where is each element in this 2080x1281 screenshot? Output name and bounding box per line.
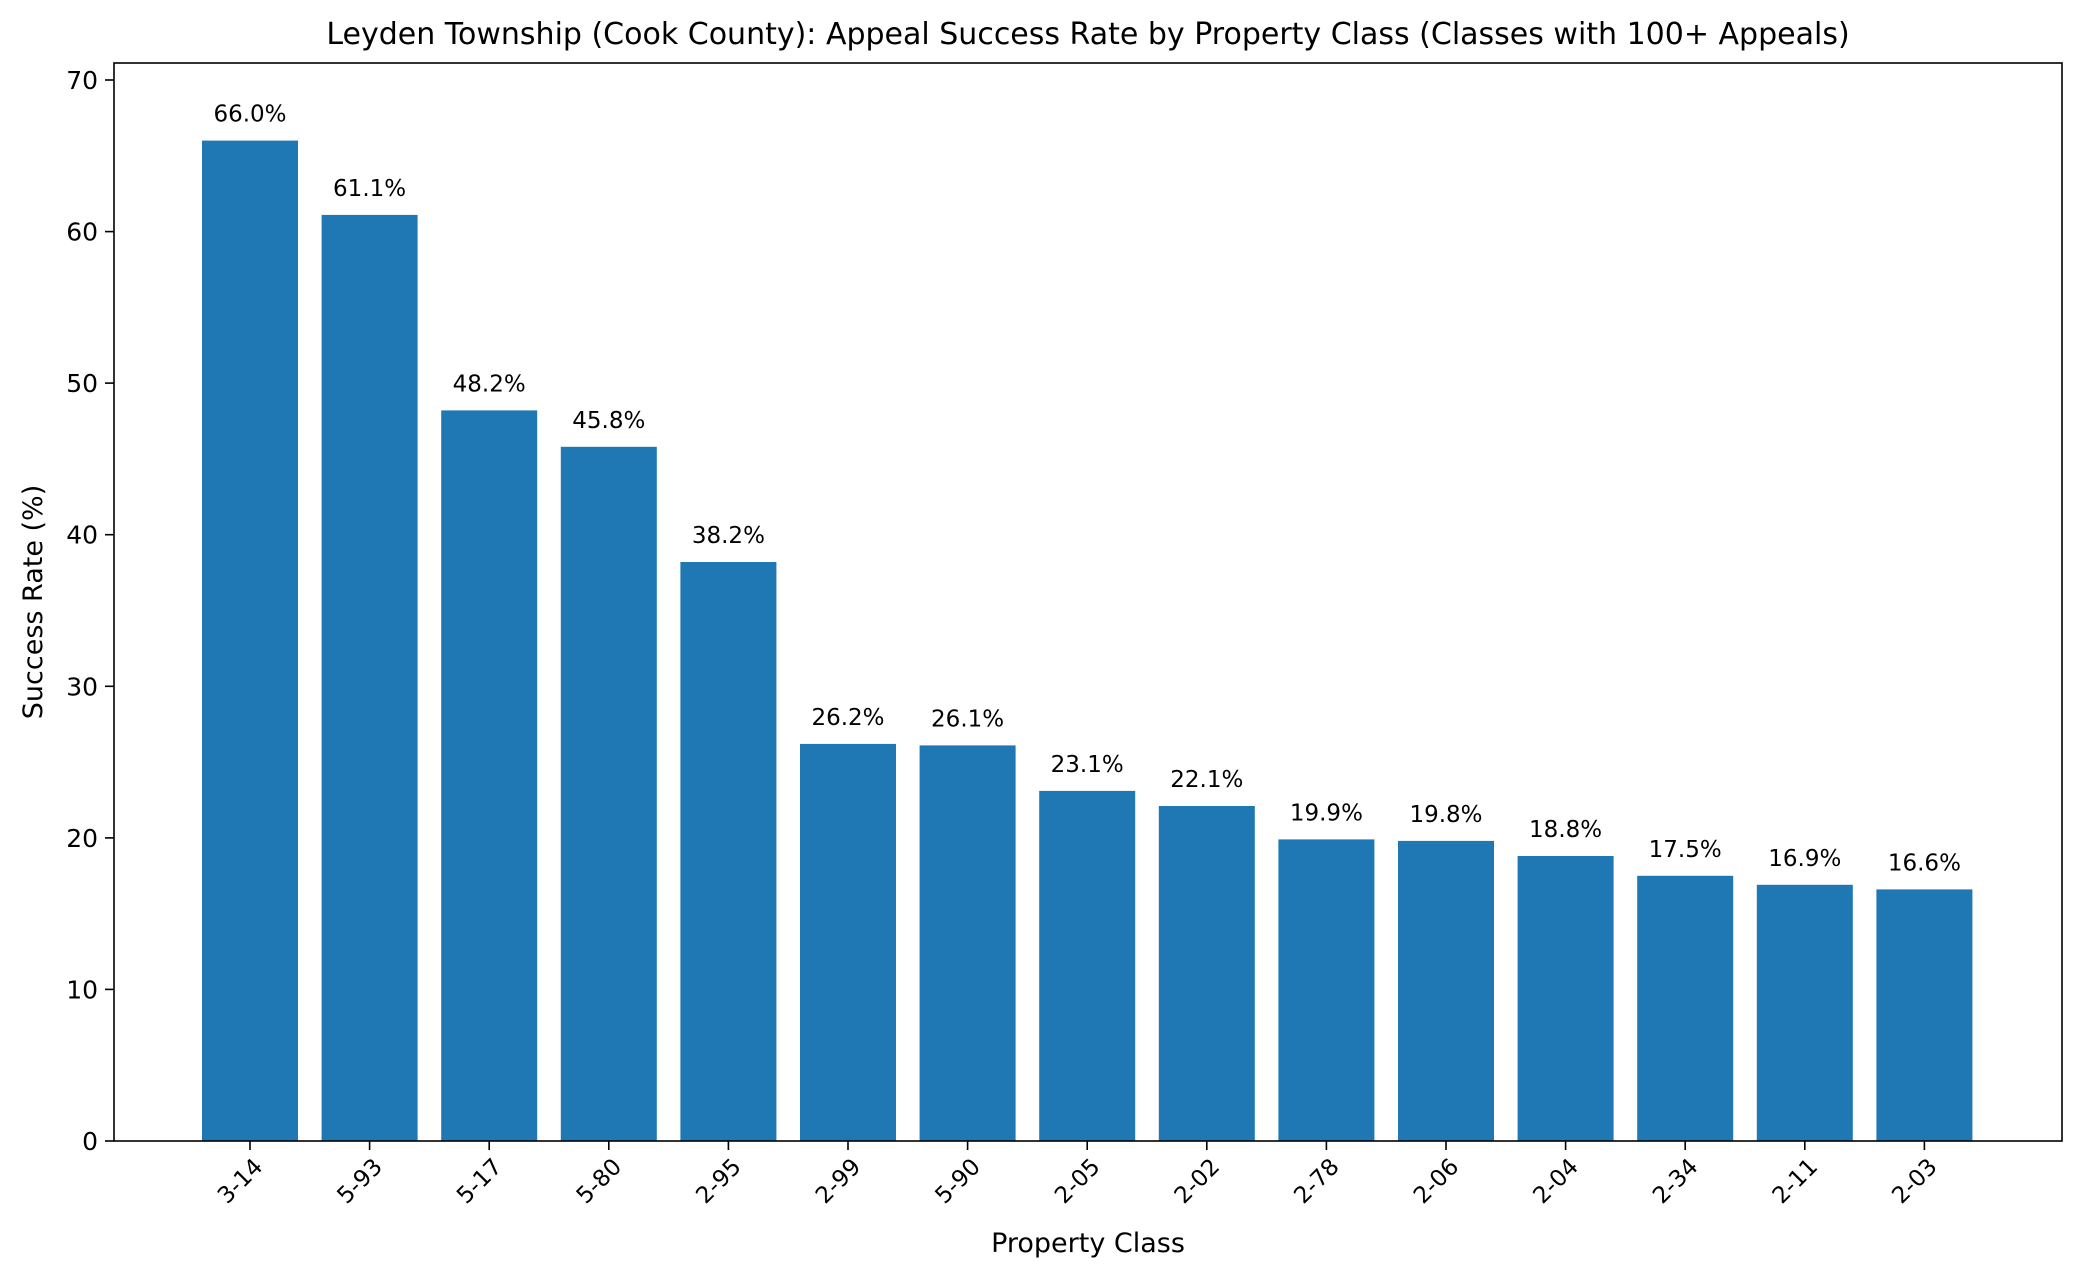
- x-axis: 3-14 5-93 5-17 5-80 2-95 2-99 5-90 2-05 2-02 2-78…: [213, 1141, 1943, 1209]
- x-tick-label-2-04: 2-04: [1529, 1154, 1584, 1209]
- x-tick-label-3-14: 3-14: [213, 1154, 268, 1209]
- value-label-5-93: 61.1%: [333, 176, 406, 202]
- bar-2-05: [1039, 790, 1136, 1141]
- bar-5-17: [441, 410, 538, 1141]
- plot-frame: [113, 62, 2063, 1142]
- value-label-2-06: 19.8%: [1409, 802, 1482, 828]
- y-tick-label-10: 10: [66, 975, 98, 1004]
- value-label-2-03: 16.6%: [1888, 850, 1961, 876]
- bar-2-06: [1398, 840, 1494, 1141]
- value-label-5-90: 26.1%: [931, 706, 1004, 732]
- x-tick-label-5-93: 5-93: [333, 1154, 388, 1209]
- y-tick-label-20: 20: [66, 824, 98, 853]
- bars-layer: [202, 140, 1973, 1142]
- x-tick-label-2-99: 2-99: [811, 1154, 866, 1209]
- bar-5-80: [560, 446, 657, 1141]
- x-tick-label-2-06: 2-06: [1409, 1154, 1464, 1209]
- bar-2-95: [680, 562, 777, 1141]
- bar-2-99: [800, 743, 896, 1141]
- y-axis: 0 10 20 30 40 50 60 70: [66, 66, 114, 1156]
- x-axis-label: Property Class: [991, 1228, 1185, 1259]
- y-axis-label: Success Rate (%): [18, 485, 49, 719]
- x-tick-label-5-17: 5-17: [452, 1154, 507, 1209]
- x-tick-label-2-02: 2-02: [1170, 1154, 1225, 1209]
- x-tick-label-2-78: 2-78: [1289, 1154, 1344, 1209]
- bar-2-11: [1756, 884, 1853, 1141]
- y-tick-label-30: 30: [66, 672, 98, 701]
- bar-5-90: [919, 745, 1016, 1141]
- value-label-2-34: 17.5%: [1649, 837, 1722, 863]
- value-label-2-99: 26.2%: [811, 705, 884, 731]
- x-tick-label-2-03: 2-03: [1887, 1154, 1942, 1209]
- value-label-2-78: 19.9%: [1290, 800, 1363, 826]
- bar-3-14: [202, 140, 298, 1142]
- y-tick-label-0: 0: [82, 1127, 98, 1156]
- bar-5-93: [321, 214, 418, 1141]
- x-tick-label-2-95: 2-95: [691, 1154, 746, 1209]
- value-label-2-11: 16.9%: [1768, 846, 1841, 872]
- bar-2-34: [1637, 875, 1734, 1142]
- x-tick-label-2-05: 2-05: [1050, 1154, 1105, 1209]
- bar-2-03: [1876, 889, 1973, 1141]
- x-tick-label-2-11: 2-11: [1768, 1154, 1823, 1209]
- y-tick-label-70: 70: [66, 66, 98, 95]
- x-tick-label-5-90: 5-90: [931, 1154, 986, 1209]
- value-label-2-04: 18.8%: [1529, 817, 1602, 843]
- value-label-2-95: 38.2%: [692, 523, 765, 549]
- value-label-2-05: 23.1%: [1051, 752, 1124, 778]
- chart-title: Leyden Township (Cook County): Appeal Su…: [326, 17, 1849, 52]
- bar-2-78: [1278, 839, 1375, 1141]
- value-label-5-80: 45.8%: [572, 408, 645, 434]
- value-label-2-02: 22.1%: [1170, 767, 1243, 793]
- value-label-3-14: 66.0%: [213, 102, 286, 128]
- bar-2-04: [1517, 856, 1614, 1141]
- value-labels-layer: 66.0% 61.1% 48.2% 45.8% 38.2% 26.2% 26.1% 23.1%…: [213, 102, 1960, 877]
- x-tick-label-5-80: 5-80: [572, 1154, 627, 1209]
- bar-2-02: [1158, 806, 1255, 1141]
- x-tick-label-2-34: 2-34: [1648, 1154, 1703, 1209]
- y-tick-label-50: 50: [66, 369, 98, 398]
- y-tick-label-60: 60: [66, 218, 98, 247]
- y-tick-label-40: 40: [66, 521, 98, 550]
- value-label-5-17: 48.2%: [453, 371, 526, 397]
